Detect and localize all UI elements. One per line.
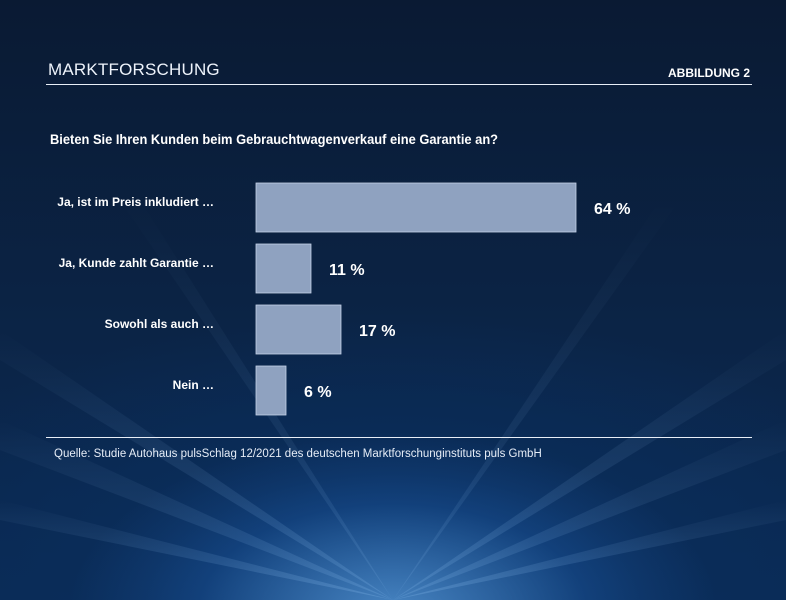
- footer-divider: [46, 437, 752, 438]
- section-title: MARKTFORSCHUNG: [48, 60, 220, 79]
- value-label: 17 %: [359, 323, 395, 340]
- chart-title: Bieten Sie Ihren Kunden beim Gebrauchtwa…: [50, 131, 499, 147]
- bar: [255, 243, 312, 294]
- value-label: 11 %: [329, 262, 365, 279]
- value-label: 6 %: [304, 384, 332, 401]
- category-label: Ja, ist im Preis inkludiert …: [57, 195, 214, 209]
- category-label: Ja, Kunde zahlt Garantie …: [59, 256, 214, 270]
- bar: [255, 182, 577, 233]
- category-label: Sowohl als auch …: [105, 317, 214, 331]
- category-label: Nein …: [173, 378, 214, 392]
- value-label: 64 %: [594, 201, 630, 218]
- header-divider: [46, 84, 752, 85]
- source-note: Quelle: Studie Autohaus pulsSchlag 12/20…: [54, 448, 542, 460]
- bar: [255, 365, 287, 416]
- figure-label: ABBILDUNG 2: [667, 66, 750, 80]
- bar: [255, 304, 342, 355]
